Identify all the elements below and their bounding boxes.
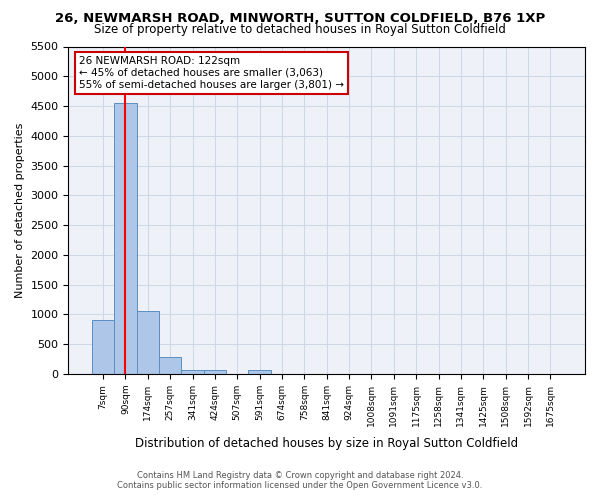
- Text: 26 NEWMARSH ROAD: 122sqm
← 45% of detached houses are smaller (3,063)
55% of sem: 26 NEWMARSH ROAD: 122sqm ← 45% of detach…: [79, 56, 344, 90]
- X-axis label: Distribution of detached houses by size in Royal Sutton Coldfield: Distribution of detached houses by size …: [135, 437, 518, 450]
- Bar: [92, 320, 114, 374]
- Bar: [137, 311, 159, 374]
- Bar: [248, 370, 271, 374]
- Bar: [159, 357, 181, 374]
- Text: Contains HM Land Registry data © Crown copyright and database right 2024.
Contai: Contains HM Land Registry data © Crown c…: [118, 470, 482, 490]
- Text: 26, NEWMARSH ROAD, MINWORTH, SUTTON COLDFIELD, B76 1XP: 26, NEWMARSH ROAD, MINWORTH, SUTTON COLD…: [55, 12, 545, 26]
- Bar: [181, 370, 204, 374]
- Text: Size of property relative to detached houses in Royal Sutton Coldfield: Size of property relative to detached ho…: [94, 22, 506, 36]
- Y-axis label: Number of detached properties: Number of detached properties: [15, 122, 25, 298]
- Bar: [114, 103, 137, 374]
- Bar: [204, 370, 226, 374]
